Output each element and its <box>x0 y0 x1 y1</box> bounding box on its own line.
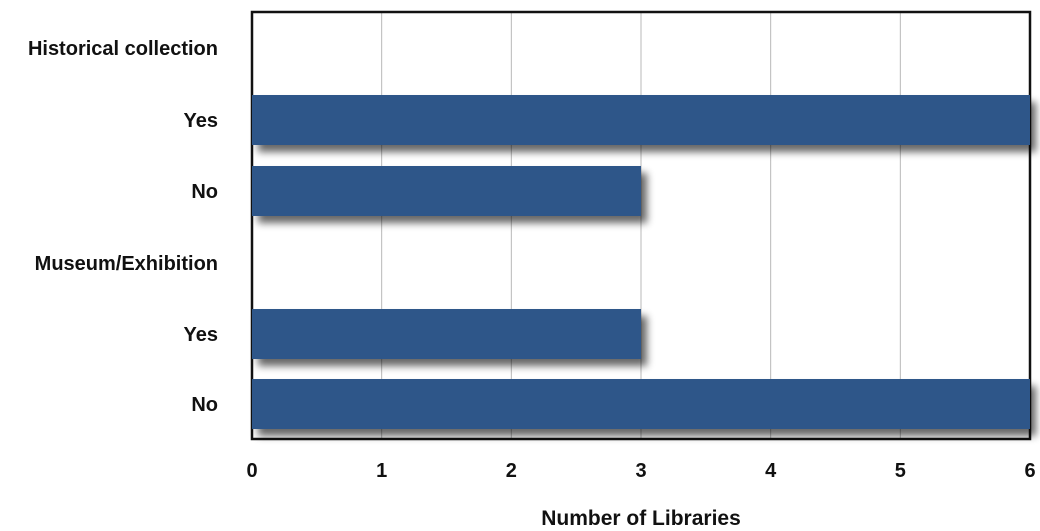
x-tick-label: 6 <box>1024 460 1035 482</box>
bar-no <box>252 379 1030 429</box>
x-tick-label: 3 <box>635 460 646 482</box>
x-tick-label: 2 <box>506 460 517 482</box>
x-tick-label: 0 <box>246 460 257 482</box>
bar-no <box>252 166 641 216</box>
x-axis-title: Number of Libraries <box>541 507 741 530</box>
x-tick-label: 1 <box>376 460 387 482</box>
x-tick-label: 5 <box>895 460 906 482</box>
category-label: Yes <box>184 324 218 346</box>
bars <box>252 95 1030 429</box>
x-tick-label: 4 <box>765 460 777 482</box>
category-label: No <box>191 394 218 416</box>
bar-yes <box>252 309 641 359</box>
category-labels: Historical collection Yes No Museum/Exhibit… <box>28 38 218 416</box>
plot-area <box>250 10 1032 441</box>
category-label: No <box>191 181 218 203</box>
group-label: Museum/Exhibition <box>35 253 218 275</box>
grid-lines <box>381 12 901 439</box>
bar-yes <box>252 95 1030 145</box>
group-label: Historical collection <box>28 38 218 60</box>
category-label: Yes <box>184 110 218 132</box>
x-tick-labels: 0 1 2 3 4 5 6 <box>246 460 1035 482</box>
